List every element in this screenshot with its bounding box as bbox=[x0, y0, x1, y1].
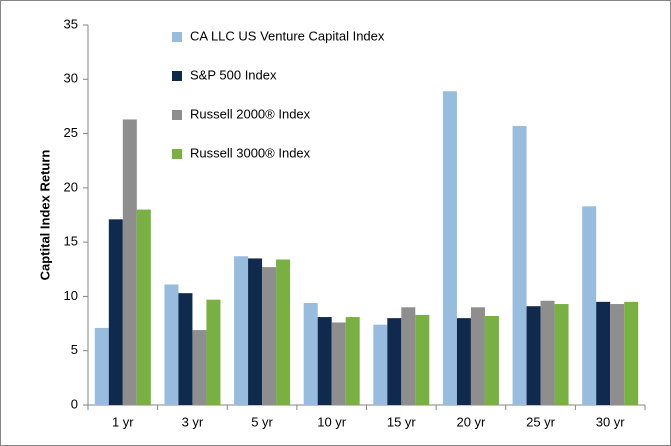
bar bbox=[401, 307, 416, 405]
x-tick-label: 25 yr bbox=[526, 414, 556, 429]
bar bbox=[303, 302, 318, 405]
bar bbox=[442, 91, 457, 405]
bar bbox=[136, 209, 151, 405]
bar bbox=[484, 315, 499, 405]
y-tick-label: 5 bbox=[71, 342, 78, 357]
x-tick-label: 20 yr bbox=[456, 414, 486, 429]
bar bbox=[248, 258, 263, 405]
bar bbox=[624, 301, 639, 405]
x-tick-label: 15 yr bbox=[387, 414, 417, 429]
bar bbox=[610, 304, 625, 405]
legend-swatch bbox=[172, 149, 182, 159]
bar bbox=[108, 219, 123, 405]
x-tick-label: 1 yr bbox=[112, 414, 134, 429]
bar bbox=[122, 119, 137, 405]
y-tick-label: 0 bbox=[71, 396, 78, 411]
bar bbox=[331, 322, 346, 405]
bar bbox=[526, 306, 541, 405]
legend-label: CA LLC US Venture Capital Index bbox=[190, 28, 385, 43]
bar bbox=[94, 327, 109, 405]
y-tick-label: 35 bbox=[64, 16, 78, 31]
y-tick-label: 25 bbox=[64, 125, 78, 140]
bar bbox=[373, 324, 388, 405]
bar bbox=[540, 300, 555, 405]
bar bbox=[456, 318, 471, 405]
bar bbox=[387, 318, 402, 405]
y-tick-label: 15 bbox=[64, 234, 78, 249]
x-tick-label: 30 yr bbox=[596, 414, 626, 429]
bar bbox=[192, 330, 207, 405]
bar bbox=[415, 314, 430, 405]
bar bbox=[596, 301, 611, 405]
bar bbox=[164, 284, 179, 405]
bar bbox=[178, 293, 193, 405]
bar bbox=[206, 299, 221, 405]
bar bbox=[234, 256, 249, 405]
y-tick-label: 20 bbox=[64, 179, 78, 194]
legend-swatch bbox=[172, 32, 182, 42]
bar bbox=[345, 317, 360, 405]
x-tick-label: 5 yr bbox=[251, 414, 273, 429]
legend-label: Russell 2000® Index bbox=[190, 106, 311, 121]
x-tick-label: 10 yr bbox=[317, 414, 347, 429]
legend-label: S&P 500 Index bbox=[190, 67, 277, 82]
bar bbox=[317, 317, 332, 405]
bar bbox=[512, 125, 527, 405]
legend-label: Russell 3000® Index bbox=[190, 145, 311, 160]
x-tick-label: 3 yr bbox=[182, 414, 204, 429]
bar bbox=[276, 259, 291, 405]
y-axis-label: Captital Index Return bbox=[37, 150, 52, 281]
y-tick-label: 30 bbox=[64, 71, 78, 86]
bar bbox=[582, 206, 597, 405]
bar bbox=[262, 267, 277, 405]
y-tick-label: 10 bbox=[64, 288, 78, 303]
bar bbox=[470, 307, 485, 405]
legend-swatch bbox=[172, 71, 182, 81]
bar bbox=[554, 304, 569, 405]
legend-swatch bbox=[172, 110, 182, 120]
